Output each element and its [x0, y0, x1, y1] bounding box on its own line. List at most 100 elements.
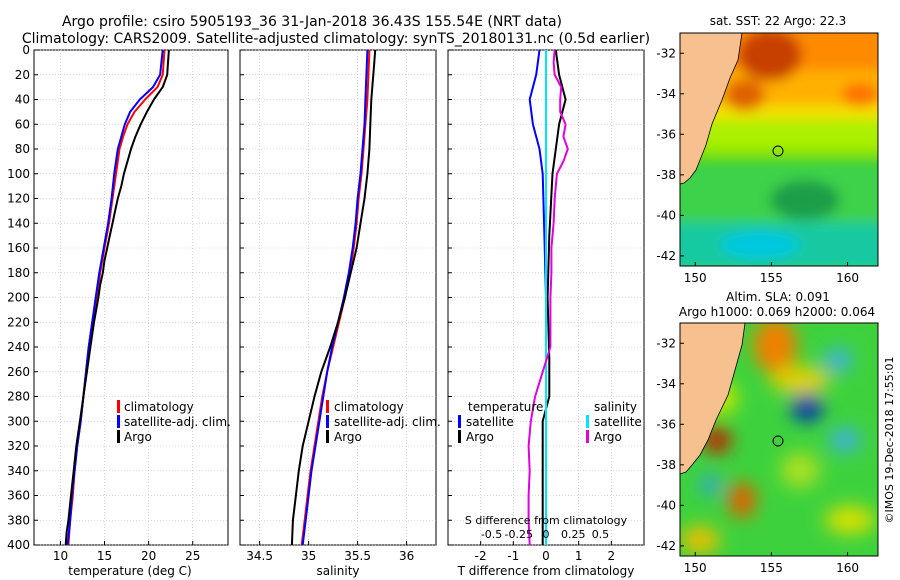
legend-sal-argo-label: Argo: [594, 430, 622, 444]
s-difference-tick-label: 0.25: [561, 528, 586, 541]
sst-field: [680, 33, 878, 266]
depth-tick-label: 40: [15, 93, 30, 107]
sla-coastline-land: [680, 323, 746, 475]
difference-legend: temperature satellite Argo salinity sate…: [458, 400, 642, 444]
figure-title-line1: Argo profile: csiro 5905193_36 31-Jan-20…: [62, 14, 562, 30]
depth-tick-label: 240: [7, 340, 30, 354]
sst-lat-tick-label: -40: [656, 208, 676, 222]
salinity-series-argo: [290, 49, 377, 546]
difference-series-temperature-argo: [541, 49, 567, 545]
sst-lat-tick-label: -36: [656, 127, 676, 141]
depth-tick-label: 380: [7, 513, 30, 527]
legend-temp-satellite-label: satellite: [466, 415, 514, 429]
salinity-legend: climatology satellite-adj. clim. Argo: [326, 400, 441, 444]
sla-map-title: Altim. SLA: 0.091: [726, 290, 830, 304]
temperature-x-tick-label: 10: [53, 549, 68, 563]
sla-mid-patch: [780, 452, 820, 488]
sst-lat-tick-label: -32: [656, 46, 676, 60]
sst-lat-tick-label: -34: [656, 87, 676, 101]
sla-lat-tick-label: -42: [656, 539, 676, 553]
legend-temp-argo-label: Argo: [466, 430, 494, 444]
sla-ridge: [770, 366, 830, 394]
t-difference-axis-label: T difference from climatology: [457, 564, 635, 578]
legend-temp-argo-swatch: [458, 430, 461, 443]
sst-cool-patch: [770, 180, 840, 220]
s-difference-tick-label: 0: [543, 528, 550, 541]
legend-salinity-group: salinity: [594, 400, 637, 414]
legend-satellite-label: satellite-adj. clim.: [334, 415, 441, 429]
sst-warm-eddy: [725, 79, 765, 111]
depth-tick-label: 300: [7, 414, 30, 428]
sst-coastline-land: [680, 33, 743, 185]
difference-series-salinity-argo: [527, 49, 569, 546]
depth-tick-label: 400: [7, 538, 30, 552]
salinity-x-tick-label: 35: [301, 549, 316, 563]
sla-lon-tick-label: 150: [684, 561, 707, 575]
sla-lat-tick-label: -32: [656, 336, 676, 350]
s-difference-tick-label: -0.25: [505, 528, 533, 541]
depth-tick-label: 140: [7, 216, 30, 230]
depth-tick-label: 340: [7, 464, 30, 478]
legend-satellite-swatch: [117, 415, 120, 428]
sla-south-east: [825, 506, 875, 534]
legend-argo-label: Argo: [334, 430, 362, 444]
temperature-axis-label: temperature (deg C): [68, 564, 191, 578]
sla-lon-tick-label: 155: [760, 561, 783, 575]
depth-tick-label: 0: [22, 43, 30, 57]
difference-x-tick-label: -1: [507, 549, 519, 563]
depth-tick-label: 160: [7, 241, 30, 255]
depth-tick-label: 120: [7, 192, 30, 206]
sla-high-north: [753, 323, 797, 373]
sla-lat-tick-label: -40: [656, 498, 676, 512]
sla-lon-tick-label: 160: [836, 561, 859, 575]
salinity-axis-label: salinity: [316, 564, 359, 578]
temperature-x-tick-label: 15: [97, 549, 112, 563]
legend-satellite-swatch: [326, 415, 329, 428]
sla-map-frame: [679, 322, 879, 557]
difference-x-tick-label: 1: [575, 549, 583, 563]
salinity-x-tick-label: 36: [399, 549, 414, 563]
sla-low-ne: [824, 348, 852, 372]
legend-argo-label: Argo: [124, 430, 152, 444]
temperature-x-tick-label: 25: [185, 549, 200, 563]
sla-low-east: [829, 428, 861, 452]
depth-tick-label: 60: [15, 117, 30, 131]
sla-south-west: [680, 526, 720, 554]
legend-climatology-label: climatology: [334, 400, 404, 414]
s-difference-tick-label: 0.5: [592, 528, 610, 541]
temperature-series-argo: [64, 49, 170, 546]
sla-low-core: [791, 394, 823, 422]
temperature-x-tick-label: 20: [141, 549, 156, 563]
legend-temperature-group: temperature: [468, 400, 543, 414]
legend-climatology-swatch: [117, 400, 120, 413]
depth-tick-label: 220: [7, 315, 30, 329]
legend-sal-argo-swatch: [586, 430, 589, 443]
imos-timestamp: ©IMOS 19-Dec-2018 17:55:01: [883, 357, 896, 524]
temperature-legend: climatology satellite-adj. clim. Argo: [117, 400, 231, 444]
sla-low-sw: [700, 475, 720, 495]
sst-warm-patch: [842, 83, 878, 107]
data-series: [64, 49, 569, 546]
s-difference-tick-label: -0.5: [481, 528, 502, 541]
depth-tick-label: 280: [7, 390, 30, 404]
difference-x-tick-label: -2: [475, 549, 487, 563]
difference-x-tick-label: 2: [608, 549, 616, 563]
sla-lat-tick-label: -38: [656, 458, 676, 472]
legend-temp-satellite-swatch: [458, 415, 461, 428]
s-difference-axis-label: S difference from climatology: [465, 514, 628, 527]
sla-lat-tick-label: -36: [656, 417, 676, 431]
sst-lon-tick-label: 155: [760, 271, 783, 285]
depth-tick-label: 360: [7, 489, 30, 503]
legend-climatology-label: climatology: [124, 400, 194, 414]
depth-tick-label: 20: [15, 68, 30, 82]
legend-sal-satellite-label: satellite: [594, 415, 642, 429]
figure-title-line2: Climatology: CARS2009. Satellite-adjuste…: [22, 31, 650, 47]
tick-labels: 0204060801001201401601802002202402602803…: [7, 43, 615, 563]
sla-map-ticks: 150 155 160 -32 -34 -36 -38 -40 -42: [656, 336, 859, 575]
legend-argo-swatch: [117, 430, 120, 443]
sla-high-south: [728, 482, 756, 518]
depth-tick-label: 100: [7, 167, 30, 181]
depth-tick-label: 200: [7, 291, 30, 305]
sst-cold-patch: [720, 231, 800, 259]
salinity-x-tick-label: 34.5: [246, 549, 273, 563]
